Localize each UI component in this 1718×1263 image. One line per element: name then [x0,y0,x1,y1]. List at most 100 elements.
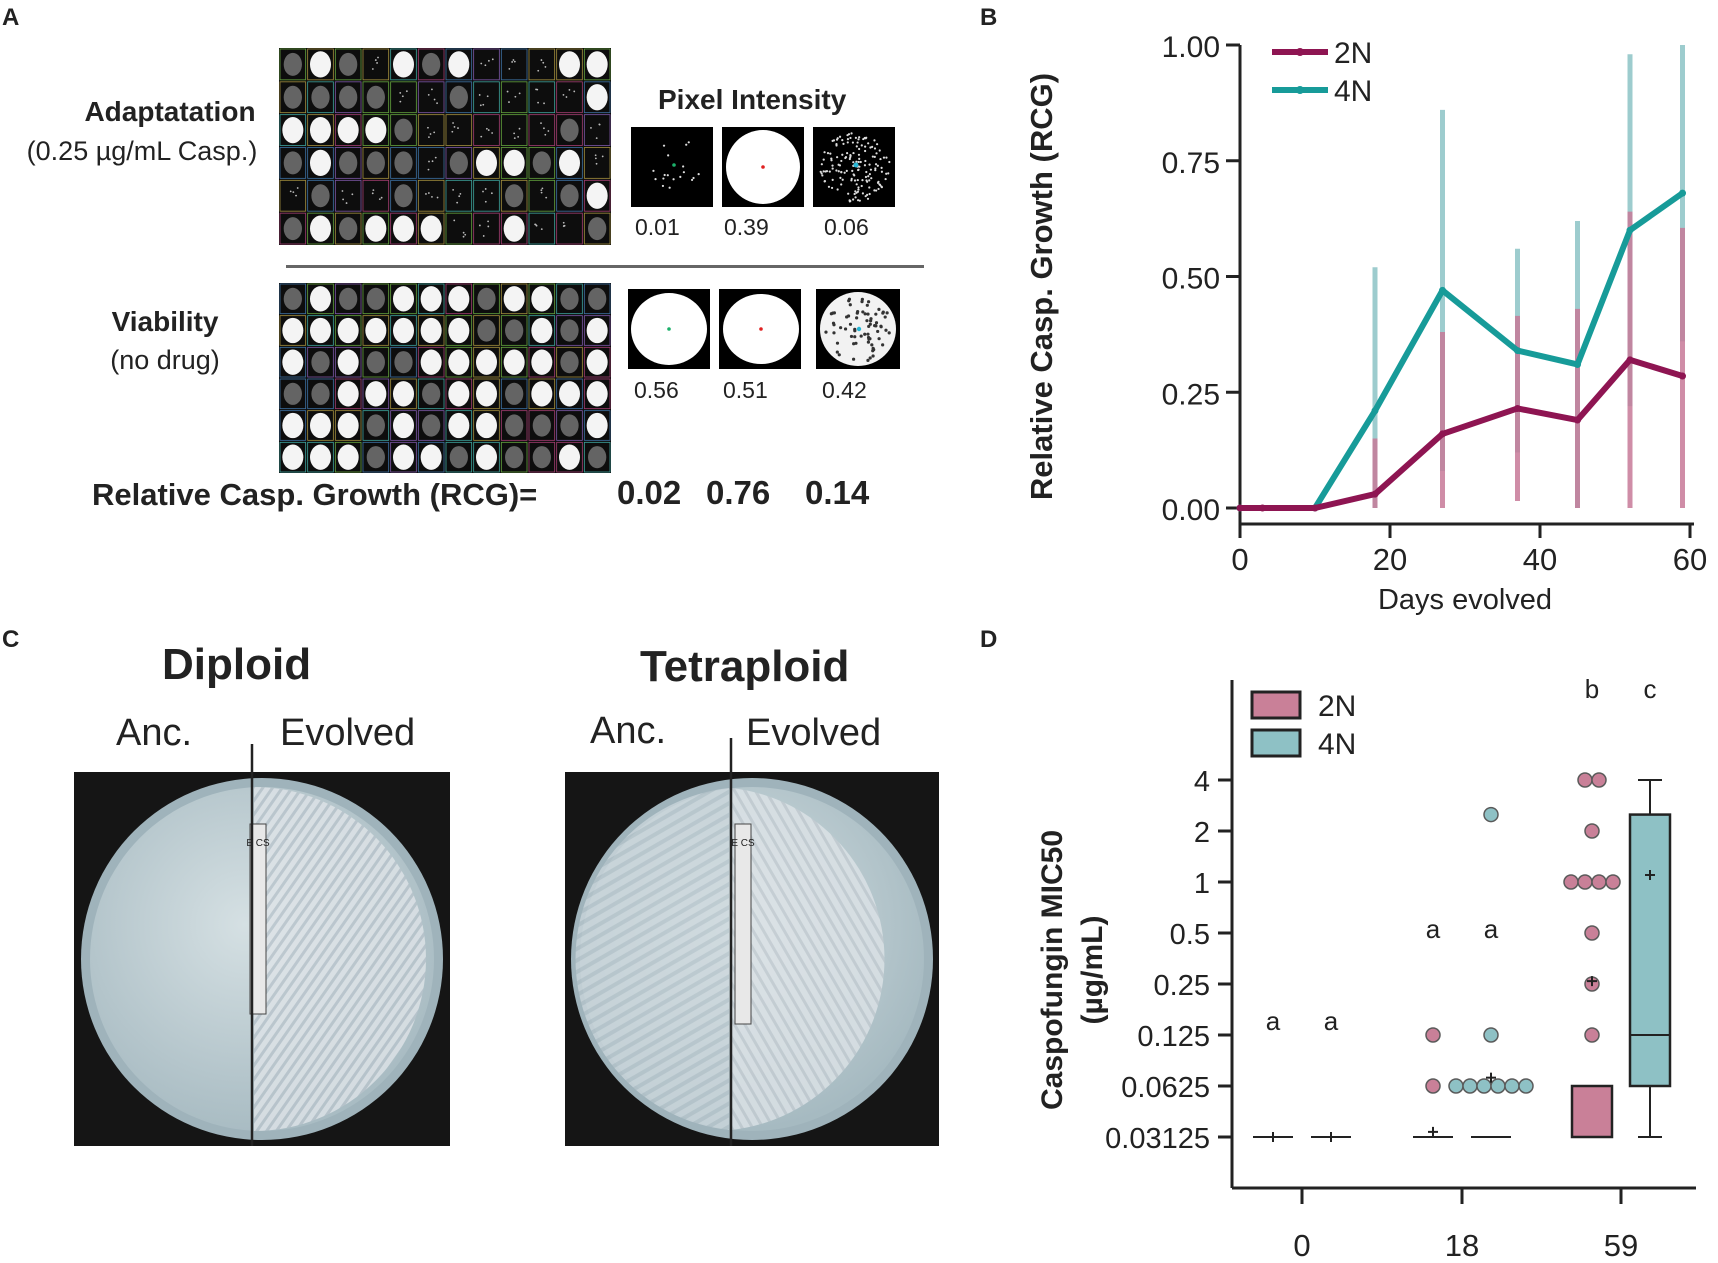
data-point-4N [1448,1078,1464,1094]
legend-label-2N: 2N [1318,690,1356,723]
data-point-2N [1574,416,1581,424]
x-axis-label: Days evolved [1378,584,1552,616]
data-point-2N [1577,874,1593,890]
legend-swatch-2N [1250,690,1302,720]
viability-subtitle: (no drug) [110,345,220,375]
y-tick-label: 0.0625 [1121,1072,1210,1104]
adaptation-thumb-3 [813,127,895,207]
data-point-2N [1584,925,1600,941]
legend-swatch-4N [1250,728,1302,758]
legend-label-4N: 4N [1334,75,1372,108]
x-tick-label: 59 [1604,1228,1638,1262]
legend-marker-4N [1296,86,1304,94]
box-59-2N [1570,1084,1614,1139]
data-point-2N [1584,1027,1600,1043]
chart-b: 0.00 0.25 0.50 0.75 1.00 0 20 40 60 Days evolved R… [1024,31,1707,616]
series-line-2N [1240,356,1684,511]
diploid-title: Diploid [162,640,312,689]
y-tick-label: 0.5 [1170,919,1210,951]
data-point-2N [1311,504,1319,512]
y-tick-label: 0.03125 [1105,1123,1210,1155]
x-tick-label: 40 [1523,542,1557,577]
data-point-2N [1425,1078,1441,1094]
viability-value-2: 0.51 [723,377,768,403]
y-axis-label: Relative Casp. Growth (RCG) [1024,73,1059,500]
data-point-4N [1504,1078,1520,1094]
y-tick-label: 0.75 [1162,147,1220,180]
panel-b-label: B [980,4,998,31]
viability-value-1: 0.56 [634,377,679,403]
viability-plate-grid [279,283,611,473]
adaptation-value-2: 0.39 [724,214,769,240]
y-axis-label-line2: (µg/mL) [1076,916,1109,1025]
legend-label-2N: 2N [1334,37,1372,70]
x-tick-label: 20 [1373,542,1407,577]
data-point-2N [1514,404,1521,412]
divider-line [286,265,924,268]
x-tick-label: 0 [1231,542,1248,577]
data-point-2N [1563,874,1579,890]
significance-letter: a [1266,1006,1281,1036]
y-axis-label-line1: Caspofungin MIC50 [1036,830,1069,1110]
significance-letter: a [1426,914,1441,944]
rcg-value-2: 0.76 [706,474,771,511]
adaptation-thumb-2 [722,127,804,207]
tetraploid-strip-text: E CS [731,838,755,849]
box-59-4N [1628,813,1672,1088]
data-point-4N [1490,1078,1506,1094]
series-line-4N [1240,190,1685,511]
adaptation-plate-grid [279,48,611,245]
y-tick-label: 2 [1194,817,1210,849]
adaptation-value-3: 0.06 [824,214,869,240]
data-point-4N [1371,407,1379,415]
pixel-intensity-title: Pixel Intensity [658,84,847,115]
data-point-4N [1462,1078,1478,1094]
x-tick-label: 60 [1673,542,1707,577]
data-point-2N [1236,504,1244,512]
y-tick-label: 0.50 [1162,263,1220,296]
data-point-4N [1476,1078,1492,1094]
data-point-4N [1439,286,1446,294]
x-tick-label: 0 [1293,1228,1310,1262]
rcg-value-3: 0.14 [805,474,870,511]
data-point-4N [1483,806,1499,823]
data-point-2N [1591,772,1607,788]
y-tick-label: 0.00 [1162,494,1220,527]
viability-title: Viability [111,306,219,337]
rcg-label: Relative Casp. Growth (RCG)= [92,477,538,512]
data-point-2N [1626,356,1634,364]
panel-c-label: C [2,626,20,653]
data-point-2N [1439,430,1446,438]
data-point-2N [1371,490,1379,498]
adaptation-title: Adaptatation [84,96,256,127]
viability-value-3: 0.42 [822,377,867,403]
adaptation-value-1: 0.01 [635,214,680,240]
panel-d-label: D [980,626,998,653]
tetraploid-evolved-label: Evolved [746,712,882,754]
data-point-2N [1591,874,1607,890]
diploid-anc-label: Anc. [116,712,193,754]
significance-letter: a [1484,914,1499,944]
data-point-4N [1514,347,1521,355]
x-tick-label: 18 [1445,1228,1479,1262]
data-point-2N [1577,772,1593,788]
panel-a-label: A [2,4,20,31]
adaptation-subtitle: (0.25 µg/mL Casp.) [26,136,258,166]
tetraploid-plate-photo: E CS [565,738,939,1146]
diploid-plate-photo: E CS [74,744,450,1146]
diploid-strip-text: E CS [246,838,270,849]
data-point-4N [1626,226,1634,234]
y-tick-label: 1 [1194,868,1210,900]
significance-letter: b [1585,674,1599,704]
data-point-2N [1679,372,1686,380]
adaptation-thumb-1 [631,127,713,207]
y-tick-label: 1.00 [1162,31,1220,64]
diploid-evolved-label: Evolved [280,712,416,754]
significance-letter: c [1644,674,1657,704]
tetraploid-anc-label: Anc. [590,710,667,752]
data-point-2N [1425,1027,1441,1043]
data-point-4N [1483,1027,1499,1043]
data-point-2N [1259,504,1266,512]
data-point-2N [1605,874,1621,890]
